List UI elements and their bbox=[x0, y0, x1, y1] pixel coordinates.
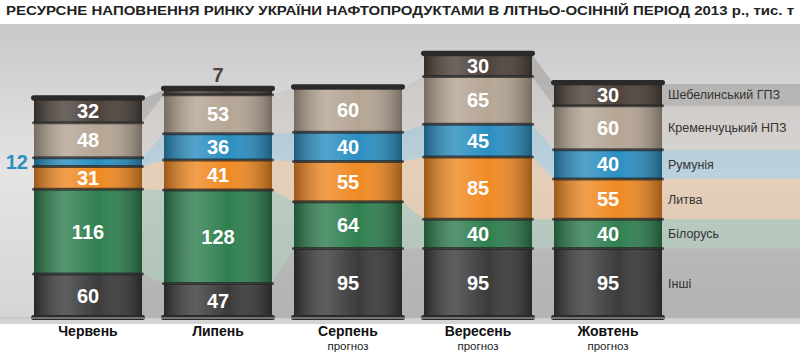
legend-entry: Інші bbox=[668, 277, 691, 291]
legend-entry: Білорусь bbox=[668, 227, 719, 241]
barrel-shade bbox=[424, 55, 532, 318]
barrel-hoop bbox=[292, 160, 404, 163]
barrel-hoop bbox=[552, 148, 664, 151]
barrel-hoop bbox=[422, 156, 534, 159]
connector-band bbox=[402, 249, 424, 319]
barrel-hoop bbox=[162, 188, 274, 191]
connector-band bbox=[272, 190, 294, 284]
category-label: Вересень bbox=[445, 323, 512, 339]
barrel-hoop bbox=[32, 156, 144, 159]
bars bbox=[31, 51, 665, 320]
barrel-hoop bbox=[162, 93, 274, 96]
connector-band bbox=[662, 219, 800, 248]
barrel-hoop bbox=[162, 282, 274, 285]
data-label: 40 bbox=[467, 223, 489, 245]
data-label: 30 bbox=[597, 84, 619, 106]
data-label: 12 bbox=[6, 151, 28, 173]
data-label: 65 bbox=[467, 89, 489, 111]
connector-band bbox=[402, 77, 424, 133]
data-label: 47 bbox=[207, 290, 229, 312]
data-label: 95 bbox=[337, 272, 359, 294]
connector-band bbox=[272, 160, 294, 202]
barrel-hoop bbox=[162, 132, 274, 135]
legend-entry: Шебелинський ГПЗ bbox=[668, 88, 780, 102]
category-label: Жовтень bbox=[576, 323, 639, 339]
category-note: прогноз bbox=[587, 340, 628, 352]
barrel-hoop bbox=[552, 247, 664, 250]
data-label: 60 bbox=[597, 117, 619, 139]
data-label: 55 bbox=[337, 171, 359, 193]
barrel-hoop bbox=[552, 218, 664, 221]
data-label: 32 bbox=[77, 100, 99, 122]
data-label: 53 bbox=[207, 103, 229, 125]
background bbox=[0, 0, 800, 353]
connector-band bbox=[142, 189, 164, 283]
data-label: 55 bbox=[597, 188, 619, 210]
barrel-hoop bbox=[292, 131, 404, 134]
data-label: 7 bbox=[212, 64, 223, 86]
plot-background bbox=[0, 24, 800, 324]
category-label: Червень bbox=[58, 323, 118, 339]
connector-band bbox=[532, 249, 554, 319]
data-label: 95 bbox=[467, 272, 489, 294]
barrel-hoop bbox=[162, 158, 274, 161]
title: РЕСУРСНЕ НАПОВНЕННЯ РИНКУ УКРАЇНИ НАФТОП… bbox=[6, 3, 794, 18]
category-note: прогноз bbox=[327, 340, 368, 352]
connector-band bbox=[142, 90, 164, 123]
data-label: 40 bbox=[597, 223, 619, 245]
legend-entry: Литва bbox=[668, 193, 702, 207]
connector-band bbox=[662, 84, 800, 106]
data-label: 60 bbox=[337, 99, 359, 121]
data-label: 40 bbox=[337, 136, 359, 158]
barrel-hoop bbox=[422, 123, 534, 126]
data-label: 48 bbox=[77, 129, 99, 151]
legend-entry: Кременчуцький НПЗ bbox=[668, 121, 787, 135]
barrel-shade bbox=[34, 99, 142, 318]
data-label: 45 bbox=[467, 130, 489, 152]
barrel-hoop bbox=[292, 247, 404, 250]
chart: РЕСУРСНЕ НАПОВНЕННЯ РИНКУ УКРАЇНИ НАФТОП… bbox=[0, 0, 800, 353]
legend-entry: Румунія bbox=[668, 158, 714, 172]
connector-band bbox=[662, 179, 800, 219]
data-labels: 60 116 31 12 48 32 47 128 41 36 53 7 95 64 55 40 60 95 40 8… bbox=[6, 55, 619, 312]
data-label: 128 bbox=[201, 226, 234, 248]
connector-band bbox=[662, 106, 800, 150]
barrel-hoop bbox=[552, 178, 664, 181]
connector-band bbox=[662, 150, 800, 179]
barrel-hoop bbox=[32, 273, 144, 276]
data-label: 95 bbox=[597, 272, 619, 294]
data-label: 31 bbox=[77, 167, 99, 189]
data-label: 116 bbox=[72, 221, 104, 243]
barrel-rim bbox=[161, 86, 275, 91]
connector-band bbox=[532, 219, 554, 248]
connector-band bbox=[402, 157, 424, 219]
data-label: 36 bbox=[207, 136, 229, 158]
category-label: Липень bbox=[192, 323, 244, 339]
legend: Інші Білорусь Литва Румунія Кременчуцький НП… bbox=[668, 88, 787, 290]
data-label: 40 bbox=[597, 153, 619, 175]
connector-band bbox=[662, 249, 800, 319]
connector-band bbox=[272, 88, 294, 133]
data-label: 30 bbox=[467, 55, 489, 77]
barrel-hoop bbox=[292, 200, 404, 203]
category-label: Серпень bbox=[318, 323, 378, 339]
baseline bbox=[0, 318, 800, 319]
data-label: 64 bbox=[337, 214, 360, 236]
barrel-hoop bbox=[422, 247, 534, 250]
barrel-shade bbox=[554, 84, 662, 318]
barrel-rim bbox=[291, 84, 405, 89]
barrel-hoop bbox=[422, 218, 534, 221]
connector-bands bbox=[142, 55, 800, 318]
category-note: прогноз bbox=[457, 340, 498, 352]
data-label: 41 bbox=[207, 164, 229, 186]
connector-band bbox=[532, 55, 554, 106]
connector-band bbox=[272, 132, 294, 161]
data-label: 60 bbox=[77, 285, 99, 307]
data-label: 85 bbox=[467, 177, 489, 199]
